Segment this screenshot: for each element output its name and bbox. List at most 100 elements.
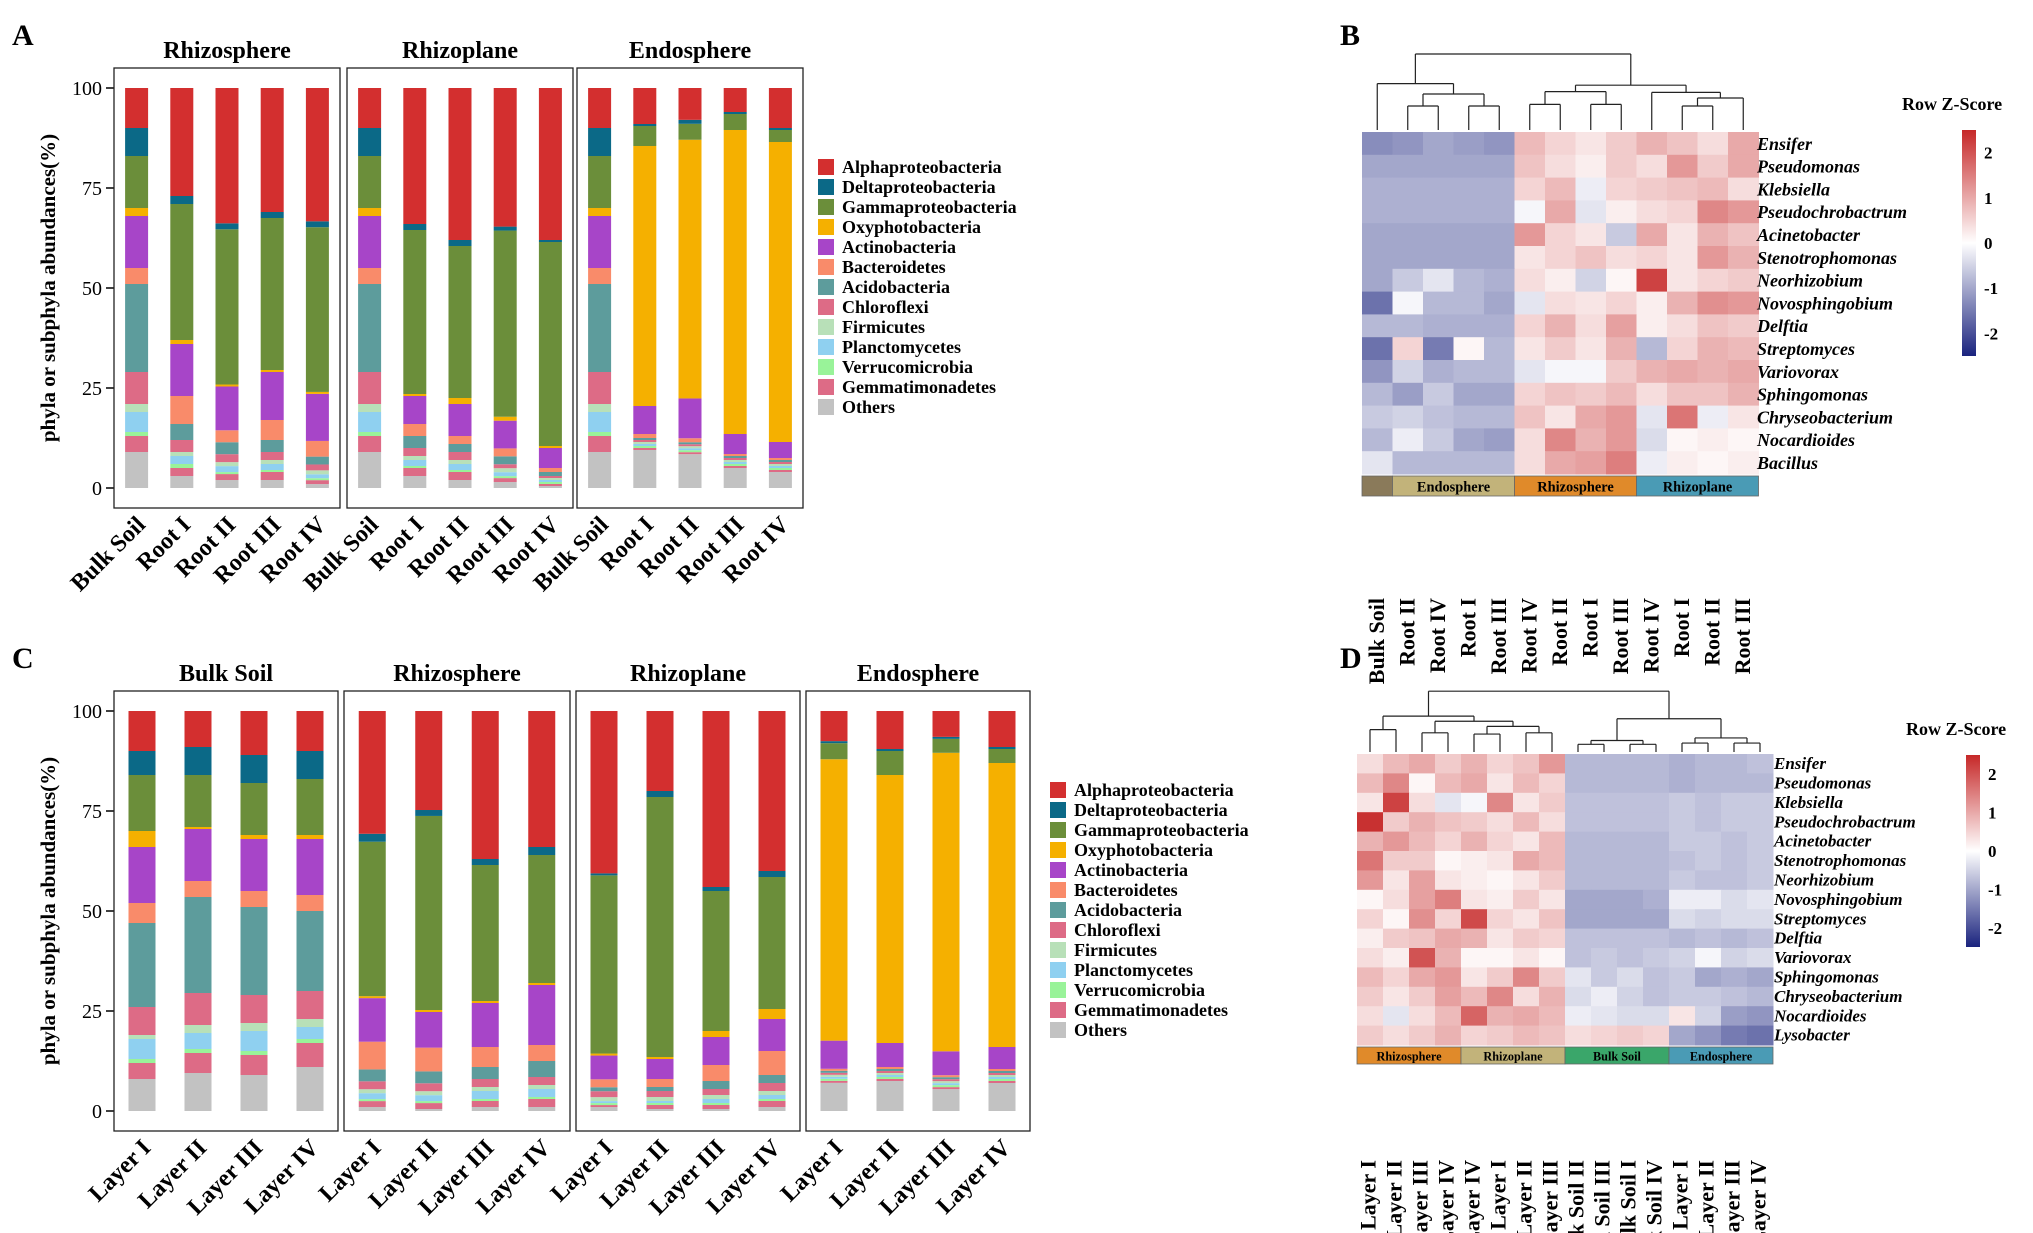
bar-segment-gemmatimonadetes [403,468,427,476]
bar-segment-deltaproteobacteria [184,747,212,775]
bar-segment-firmicutes [590,1097,618,1102]
heatmap-cell [1539,870,1566,891]
legend-swatch-acidobacteria [818,279,834,295]
heatmap-cell [1697,451,1729,475]
column-label: Root I [1455,598,1480,657]
bar-segment-gemmatimonadetes [128,1063,156,1079]
heatmap-cell [1695,792,1722,813]
bar-segment-bacteroidetes [125,268,149,284]
bar-segment-actinobacteria [702,1037,730,1065]
heatmap-cell [1669,754,1696,774]
heatmap-cell [1728,360,1759,384]
heatmap-cell [1669,831,1696,852]
heatmap-cell [1667,382,1698,407]
heatmap-cell [1383,986,1410,1007]
bar-segment-verrucomicrobia [588,432,612,436]
heatmap-cell [1514,428,1546,452]
bar-segment-oxyphotobacteria [240,835,268,839]
heatmap-cell [1539,792,1566,813]
heatmap-cell [1695,773,1722,794]
heatmap-cell [1383,792,1410,813]
bar-segment-bacteroidetes [932,1075,960,1078]
row-label: Nocardioides [1756,430,1855,450]
heatmap-cell [1409,928,1436,949]
heatmap-cell [1514,154,1546,179]
heatmap-cell [1539,967,1566,988]
heatmap-cell [1636,382,1668,407]
bar-segment-actinobacteria [528,985,556,1045]
bar-segment-gemmatimonadetes [876,1079,904,1081]
bar-segment-deltaproteobacteria [415,810,443,816]
legend-swatch-alphaproteobacteria [1050,782,1066,798]
bar-segment-oxyphotobacteria [588,208,612,216]
legend-label: Gemmatimonadetes [1074,1000,1228,1020]
heatmap-cell [1565,812,1592,833]
heatmap-cell [1643,1006,1670,1027]
heatmap-cell [1695,928,1722,949]
heatmap-cell [1453,177,1485,201]
bar-segment-firmicutes [296,1019,324,1027]
heatmap-cell [1695,889,1722,910]
bar-segment-chloroflexi [768,462,792,464]
heatmap-cell [1409,773,1436,794]
heatmap-cell [1636,337,1668,361]
bar-segment-actinobacteria [184,829,212,881]
panel-letter-a: A [12,19,34,52]
heatmap-cell [1695,967,1722,988]
color-scale-tick: -2 [1984,324,1998,343]
bar-segment-planctomycetes [528,1089,556,1097]
heatmap-cell [1409,812,1436,833]
bar-segment-firmicutes [932,1081,960,1084]
bar-segment-firmicutes [493,468,517,473]
heatmap-cell [1697,268,1729,293]
legend-label: Gammaproteobacteria [842,197,1017,217]
heatmap-cell [1461,889,1488,910]
bar-segment-gammaproteobacteria [358,156,382,208]
heatmap-cell [1362,132,1393,156]
column-label: Layer I [1356,1160,1381,1230]
bar-segment-oxyphotobacteria [768,142,792,442]
heatmap-cell [1545,177,1576,201]
heatmap-cell [1591,773,1618,794]
legend-label: Chloroflexi [842,297,929,317]
bar-segment-deltaproteobacteria [358,128,382,156]
bar-segment-chloroflexi [538,476,562,478]
bar-segment-bacteroidetes [403,424,427,436]
heatmap-cell [1383,948,1410,968]
column-label: Layer II [1694,1160,1719,1233]
heatmap-cell [1539,812,1566,833]
y-tick-label: 25 [82,1001,102,1023]
heatmap-cell [1435,967,1462,988]
heatmap-cell [1606,428,1637,452]
legend-swatch-deltaproteobacteria [818,179,834,195]
bar-segment-gammaproteobacteria [988,749,1016,763]
heatmap-cell [1435,812,1462,833]
column-label: Root IV [1516,598,1541,673]
bar-segment-others [538,486,562,488]
group-label: Endosphere [1690,1049,1753,1063]
bar-segment-planctomycetes [702,1099,730,1103]
color-scale-tick: 0 [1984,234,1993,253]
legend-title: Row Z-Score [1906,719,2006,739]
heatmap-cell [1484,154,1515,179]
bar-segment-actinobacteria [415,1011,443,1048]
bar-segment-others [415,1109,443,1111]
bar-segment-oxyphotobacteria [493,416,517,421]
heatmap-cell [1643,1025,1670,1046]
heatmap-cell [1728,177,1759,201]
heatmap-cell [1461,948,1488,968]
facet-title: Bulk Soil [179,661,273,687]
heatmap-cell [1606,314,1637,338]
bar-segment-alphaproteobacteria [448,88,472,240]
row-label: Acinetobacter [1756,225,1861,245]
heatmap-cell [1728,314,1759,338]
heatmap-cell [1636,246,1668,270]
facet-box [575,690,801,1132]
bar-segment-deltaproteobacteria [260,212,284,218]
heatmap-cell [1545,451,1576,475]
heatmap-cell [1606,268,1637,293]
bar-segment-deltaproteobacteria [240,755,268,783]
bar-segment-chloroflexi [820,1072,848,1075]
bar-segment-deltaproteobacteria [358,833,386,842]
bar-segment-firmicutes [358,404,382,412]
